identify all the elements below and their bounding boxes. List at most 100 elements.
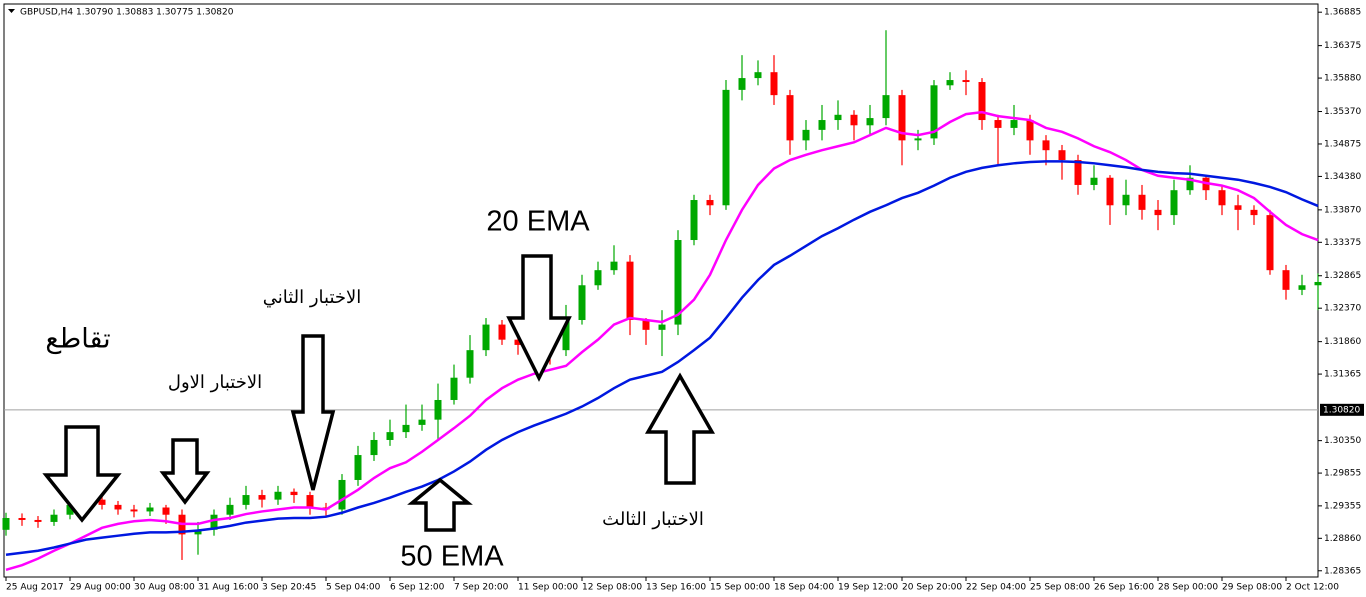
y-tick-label: 1.36375 (1324, 41, 1361, 51)
candle-body (242, 495, 250, 505)
chart-title: GBPUSD,H4 1.30790 1.30883 1.30775 1.3082… (20, 8, 234, 18)
price-label-box (1320, 403, 1364, 416)
arrow (159, 438, 211, 505)
candle-body (658, 324, 666, 330)
ema-label: 20 EMA (486, 206, 590, 238)
x-tick-label: 25 Sep 08:00 (1030, 583, 1090, 593)
candle-body (562, 320, 570, 351)
arrow (506, 254, 572, 382)
y-tick-label: 1.34380 (1324, 172, 1361, 182)
candle-body (642, 320, 650, 330)
candle-body (994, 120, 1002, 128)
candle-body (1154, 209, 1162, 216)
candle-body (194, 529, 202, 535)
annotation: الاختبار الثالث (602, 509, 704, 530)
price-label: 1.30820 (1323, 405, 1360, 415)
candle-body (882, 95, 890, 119)
candle-body (1138, 194, 1146, 210)
x-tick-label: 28 Sep 00:00 (1158, 583, 1218, 593)
y-tick-label: 1.32865 (1324, 271, 1361, 281)
candle-body (1218, 190, 1226, 206)
candle-body (850, 114, 858, 126)
y-tick-label: 1.31365 (1324, 370, 1361, 380)
x-tick-label: 15 Sep 00:00 (710, 583, 770, 593)
candle-body (2, 517, 10, 530)
candle-body (418, 419, 426, 425)
candle-body (1074, 160, 1082, 185)
arrow (644, 372, 716, 485)
candle-body (674, 240, 682, 325)
x-tick-label: 18 Sep 04:00 (774, 583, 834, 593)
candle-body (722, 89, 730, 206)
arrow (407, 477, 473, 532)
y-tick-label: 1.35880 (1324, 74, 1361, 84)
candle-body (1026, 120, 1034, 141)
x-tick-label: 11 Sep 00:00 (518, 583, 578, 593)
x-tick-label: 6 Sep 12:00 (390, 583, 445, 593)
candle-body (802, 129, 810, 141)
x-tick-label: 25 Aug 2017 (6, 583, 64, 593)
candle-body (1090, 177, 1098, 185)
x-tick-label: 12 Sep 08:00 (582, 583, 642, 593)
candle-body (1122, 194, 1130, 206)
ema-label: 50 EMA (400, 541, 504, 573)
candle-body (34, 519, 42, 522)
candle-body (1010, 120, 1018, 128)
candle-body (1266, 215, 1274, 271)
candle-body (898, 95, 906, 141)
plot-frame (3, 3, 1319, 578)
candle-body (290, 491, 298, 496)
x-tick-label: 19 Sep 12:00 (838, 583, 898, 593)
candle-body (754, 72, 762, 79)
candle-body (450, 377, 458, 400)
x-tick-label: 31 Aug 16:00 (198, 583, 259, 593)
candle-body (738, 78, 746, 90)
candle-body (162, 507, 170, 515)
candle-body (578, 285, 586, 321)
candle-body (482, 324, 490, 351)
y-tick-label: 1.34875 (1324, 139, 1361, 149)
x-tick-label: 29 Sep 08:00 (1222, 583, 1282, 593)
candle-body (962, 80, 970, 83)
x-tick-label: 30 Aug 08:00 (134, 583, 195, 593)
candle-body (1186, 177, 1194, 191)
candle-body (1170, 190, 1178, 216)
candle-body (18, 517, 26, 520)
candle-body (338, 479, 346, 510)
candle-body (866, 118, 874, 126)
candle-body (818, 120, 826, 130)
candle-body (370, 439, 378, 456)
y-tick-label: 1.33375 (1324, 238, 1361, 248)
x-tick-label: 2 Oct 12:00 (1286, 583, 1339, 593)
marks (2, 30, 1322, 571)
candle-body (306, 495, 314, 508)
y-tick-label: 1.28860 (1324, 534, 1361, 544)
menu-triangle (8, 9, 15, 13)
arrow (42, 425, 122, 523)
candle-body (274, 491, 282, 500)
candle-body (946, 80, 954, 86)
candle-body (98, 499, 106, 505)
candle-body (914, 138, 922, 141)
candle-body (258, 495, 266, 500)
candle-body (130, 509, 138, 512)
x-tick-label: 22 Sep 04:00 (966, 583, 1026, 593)
y-tick-label: 1.29855 (1324, 469, 1361, 479)
candle-body (610, 261, 618, 271)
candle-body (786, 95, 794, 141)
candle-body (354, 455, 362, 480)
candle-body (210, 514, 218, 530)
candle-body (226, 504, 234, 515)
candle-body (114, 504, 122, 510)
x-tick-label: 26 Sep 16:00 (1094, 583, 1154, 593)
candle-body (50, 514, 58, 522)
x-tick-label: 7 Sep 20:00 (454, 583, 509, 593)
annotation: تقاطع (45, 324, 110, 355)
candle-body (690, 200, 698, 241)
candle-body (466, 350, 474, 378)
candle-body (66, 504, 74, 515)
candle-body (1282, 270, 1290, 290)
candle-body (1234, 205, 1242, 210)
candle-body (834, 114, 842, 121)
candle-body (1314, 281, 1322, 286)
